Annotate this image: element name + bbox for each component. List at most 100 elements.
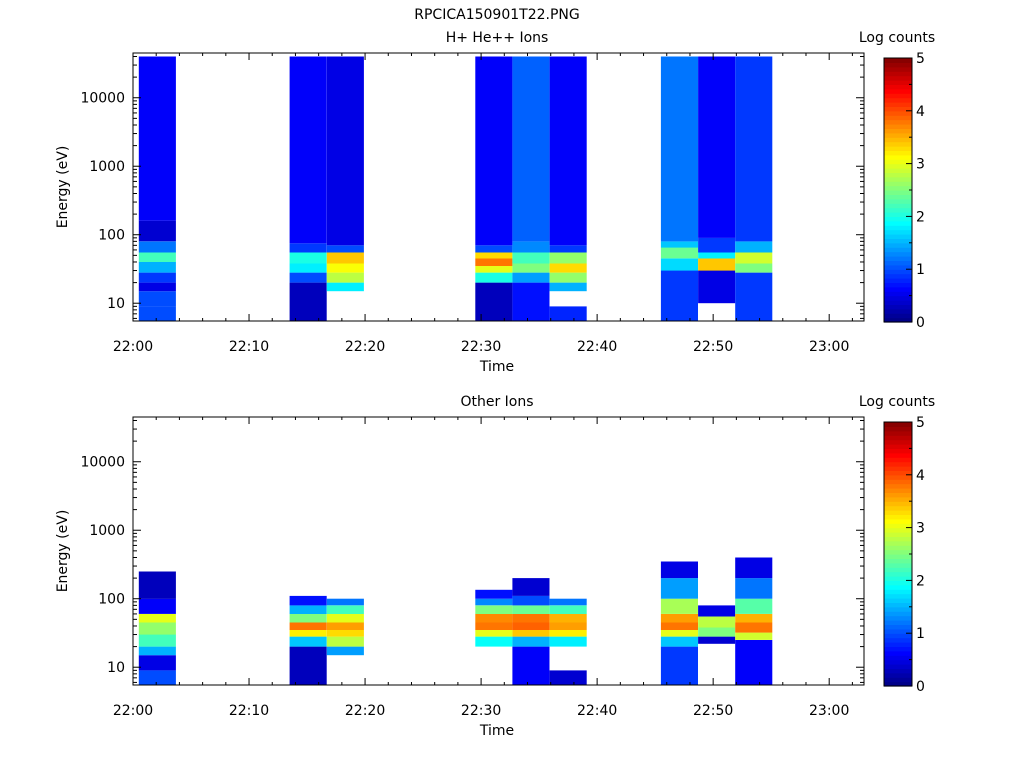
heatmap-cell	[735, 613, 773, 623]
colorbar-segment	[884, 452, 912, 458]
heatmap-cell	[475, 245, 513, 253]
y-tick-label: 1000	[89, 159, 125, 175]
heatmap-cell	[138, 613, 176, 623]
x-tick-label: 22:40	[577, 339, 617, 355]
x-tick-label: 22:20	[345, 339, 385, 355]
heatmap-cell	[138, 634, 176, 647]
panel-title: Other Ions	[460, 394, 533, 410]
heatmap-cell	[475, 258, 513, 266]
heatmap-cell	[138, 241, 176, 253]
heatmap-cell	[512, 622, 550, 630]
heatmap-cell	[660, 578, 698, 599]
colorbar-segment	[884, 119, 912, 125]
colorbar-tick-label: 1	[916, 262, 925, 278]
heatmap-cell	[698, 616, 736, 628]
heatmap-cell	[289, 282, 327, 321]
heatmap-cell	[512, 241, 550, 253]
heatmap-cell	[549, 306, 587, 321]
x-tick-label: 22:30	[461, 703, 501, 719]
colorbar-segment	[884, 448, 912, 454]
heatmap-cell	[138, 291, 176, 307]
y-tick-label: 100	[98, 228, 125, 244]
x-tick-label: 22:50	[693, 703, 733, 719]
heatmap-cell	[475, 56, 513, 246]
heatmap-cell	[289, 605, 327, 614]
colorbar-segment	[884, 256, 912, 261]
heatmap-cell	[735, 598, 773, 614]
colorbar-segment	[884, 75, 912, 81]
y-tick-label: 100	[98, 592, 125, 608]
panel-other-ions: Other Ions 22:00 22:10 22:20 22:30 22:40 22:5…	[55, 394, 935, 739]
heatmap-cell	[660, 636, 698, 647]
heatmap-cell	[735, 272, 773, 321]
x-tick-label: 22:50	[693, 339, 733, 355]
heatmap-cell	[138, 252, 176, 262]
colorbar-segment	[884, 646, 912, 652]
heatmap-cell	[549, 245, 587, 253]
colorbar-segment	[884, 510, 912, 515]
colorbar-segment	[884, 278, 912, 283]
heatmap-cell	[660, 613, 698, 623]
heatmap-cell	[289, 595, 327, 606]
colorbar-tick-label: 0	[916, 679, 925, 695]
colorbar-tick-label: 5	[916, 51, 925, 67]
colorbar-segment	[884, 589, 912, 595]
colorbar-segment	[884, 216, 912, 222]
heatmap-cell	[660, 561, 698, 579]
colorbar-segment	[884, 163, 912, 169]
colorbar-segment	[884, 545, 912, 551]
colorbar-tick-label: 3	[916, 157, 925, 173]
colorbar-segment	[884, 71, 912, 77]
heatmap-cell	[326, 605, 364, 614]
heatmap-cell	[289, 243, 327, 253]
colorbar-segment	[884, 598, 912, 603]
heatmap-cell	[475, 613, 513, 623]
colorbar-segment	[884, 554, 912, 559]
colorbar-segment	[884, 291, 912, 297]
heatmap-cell	[549, 636, 587, 647]
heatmap-cell	[475, 636, 513, 647]
colorbar-segment	[884, 300, 912, 305]
heatmap-cell	[475, 252, 513, 259]
heatmap-cell	[326, 630, 364, 637]
colorbar-segment	[884, 172, 912, 178]
colorbar-segment	[884, 422, 912, 427]
heatmap-cell	[735, 263, 773, 273]
colorbar-segment	[884, 203, 912, 209]
colorbar-segment	[884, 642, 912, 647]
heatmap-cell	[512, 646, 550, 685]
heatmap-cell	[735, 252, 773, 264]
heatmap-cell	[549, 613, 587, 623]
colorbar-segment	[884, 677, 912, 683]
heatmap-cell	[735, 241, 773, 253]
colorbar-segment	[884, 540, 912, 546]
heatmap-cell	[549, 605, 587, 614]
heatmap-cell	[698, 252, 736, 259]
colorbar-segment	[884, 141, 912, 147]
x-tick-label: 23:00	[809, 339, 849, 355]
colorbar-segment	[884, 273, 912, 279]
colorbar-segment	[884, 620, 912, 625]
heatmap-cell	[326, 245, 364, 253]
heatmap-cell	[475, 589, 513, 599]
colorbar-segment	[884, 269, 912, 275]
figure-title: RPCICA150901T22.PNG	[414, 7, 579, 23]
colorbar: 0 1 2 3 4 5	[883, 51, 925, 331]
colorbar-segment	[884, 514, 912, 520]
heatmap-cell	[138, 262, 176, 273]
heatmap-cell	[289, 646, 327, 685]
x-tick-label: 22:10	[229, 703, 269, 719]
colorbar-segment	[884, 317, 912, 323]
colorbar-tick-label: 5	[916, 415, 925, 431]
heatmap-cell	[660, 622, 698, 630]
x-tick-label: 23:00	[809, 703, 849, 719]
colorbar-segment	[884, 84, 912, 90]
heatmap-cell	[138, 670, 176, 685]
colorbar-segment	[884, 185, 912, 191]
colorbar-segment	[884, 97, 912, 103]
colorbar-segment	[884, 304, 912, 310]
colorbar-segment	[884, 549, 912, 555]
colorbar-segment	[884, 229, 912, 235]
colorbar-segment	[884, 659, 912, 665]
colorbar-segment	[884, 286, 912, 292]
